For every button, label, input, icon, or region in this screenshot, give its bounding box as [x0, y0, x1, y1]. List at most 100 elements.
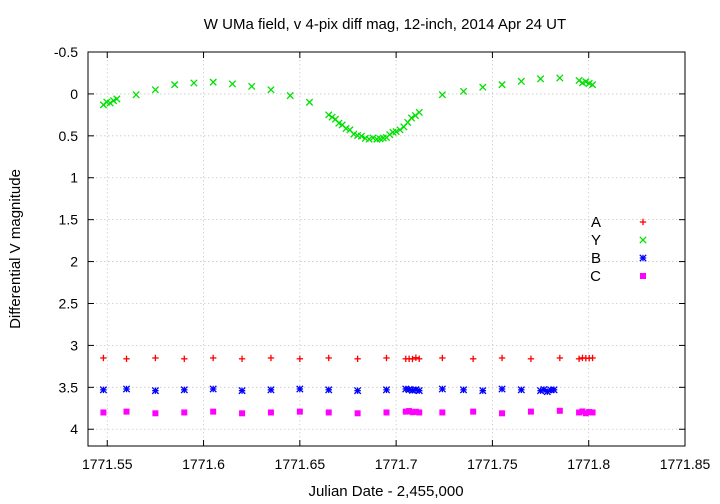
data-point	[357, 132, 366, 140]
series-A	[100, 354, 596, 363]
data-point	[379, 134, 387, 142]
data-point	[190, 79, 198, 87]
x-tick-label: 1771.8	[567, 456, 610, 472]
data-point	[585, 79, 593, 88]
data-point	[547, 386, 555, 394]
data-point	[328, 113, 336, 121]
data-point	[325, 111, 333, 119]
data-point	[296, 355, 304, 363]
data-point	[296, 385, 304, 393]
data-point	[106, 99, 114, 107]
data-point	[296, 408, 303, 415]
x-tick-label: 1771.85	[660, 456, 711, 472]
data-point	[556, 354, 564, 362]
data-point	[109, 97, 118, 105]
data-point	[181, 355, 188, 363]
y-tick-labels: -0.5 0 0.5 1 1.5 2 2.5 3 3.5 4	[54, 44, 78, 437]
data-point	[151, 387, 160, 395]
y-tick-label: 1.5	[59, 212, 79, 228]
data-point	[342, 124, 350, 133]
plot-frame	[87, 51, 686, 447]
data-point	[589, 409, 596, 416]
data-point	[123, 355, 130, 363]
y-tick-label: 2	[70, 254, 78, 270]
data-point	[171, 81, 179, 89]
data-point	[248, 82, 256, 91]
data-point	[498, 385, 506, 393]
data-point	[416, 355, 423, 363]
data-point	[517, 386, 525, 394]
data-point	[382, 386, 391, 394]
data-point	[100, 354, 107, 362]
data-point	[409, 355, 416, 363]
data-point	[479, 83, 487, 91]
legend-label: B	[591, 250, 601, 267]
y-tick-label: 2.5	[59, 295, 79, 311]
data-point	[286, 91, 294, 100]
y-tick-label: 3.5	[59, 379, 79, 395]
series-B	[99, 385, 558, 396]
data-point	[152, 410, 159, 417]
data-series	[99, 74, 597, 417]
data-point	[152, 354, 159, 362]
data-point	[412, 385, 420, 394]
chart-title: W UMa field, v 4-pix diff mag, 12-inch, …	[204, 16, 566, 33]
x-tick-label: 1771.6	[182, 456, 225, 472]
data-point	[402, 408, 409, 415]
data-point	[228, 80, 237, 88]
data-point	[412, 354, 420, 361]
data-point	[479, 387, 487, 395]
data-point	[180, 386, 188, 394]
x-axis-title: Julian Date - 2,455,000	[308, 483, 463, 500]
data-point	[409, 409, 416, 416]
data-point	[383, 409, 390, 416]
data-point	[267, 386, 275, 394]
y-tick-label: 0	[70, 86, 78, 102]
y-tick-label: 4	[70, 421, 78, 437]
data-point	[305, 98, 314, 106]
data-point	[335, 119, 343, 127]
data-point	[407, 114, 416, 122]
data-point	[238, 387, 246, 395]
data-point	[556, 74, 564, 82]
data-point	[267, 409, 274, 416]
y-axis-title: Differential V magnitude	[7, 169, 24, 329]
data-point	[346, 126, 354, 134]
data-point	[411, 111, 420, 120]
data-point	[575, 76, 583, 85]
data-point	[383, 354, 390, 362]
legend-marker	[639, 254, 647, 262]
data-point	[267, 86, 275, 94]
data-point	[353, 387, 362, 395]
data-point	[400, 123, 408, 131]
data-point	[209, 385, 217, 393]
data-point	[527, 355, 535, 363]
legend-marker	[639, 236, 647, 244]
data-point	[438, 91, 447, 99]
data-point	[498, 81, 506, 89]
series-C	[100, 407, 596, 417]
data-point	[517, 77, 525, 86]
legend-label: C	[590, 268, 601, 285]
data-point	[132, 91, 140, 99]
data-point	[576, 409, 583, 416]
data-point	[575, 355, 583, 363]
data-point	[527, 408, 534, 415]
data-point	[498, 354, 506, 362]
data-point	[416, 409, 423, 416]
data-point	[100, 409, 107, 416]
data-point	[369, 134, 377, 142]
data-point	[267, 354, 275, 362]
data-point	[439, 354, 446, 362]
data-point	[438, 385, 447, 393]
data-point	[389, 128, 397, 136]
data-point	[209, 78, 217, 86]
y-tick-label: 1	[70, 170, 78, 186]
x-tick-label: 1771.55	[82, 456, 133, 472]
data-point	[406, 408, 413, 415]
data-point	[412, 408, 419, 415]
data-point	[354, 355, 361, 363]
data-point	[181, 409, 188, 416]
data-point	[469, 355, 477, 363]
